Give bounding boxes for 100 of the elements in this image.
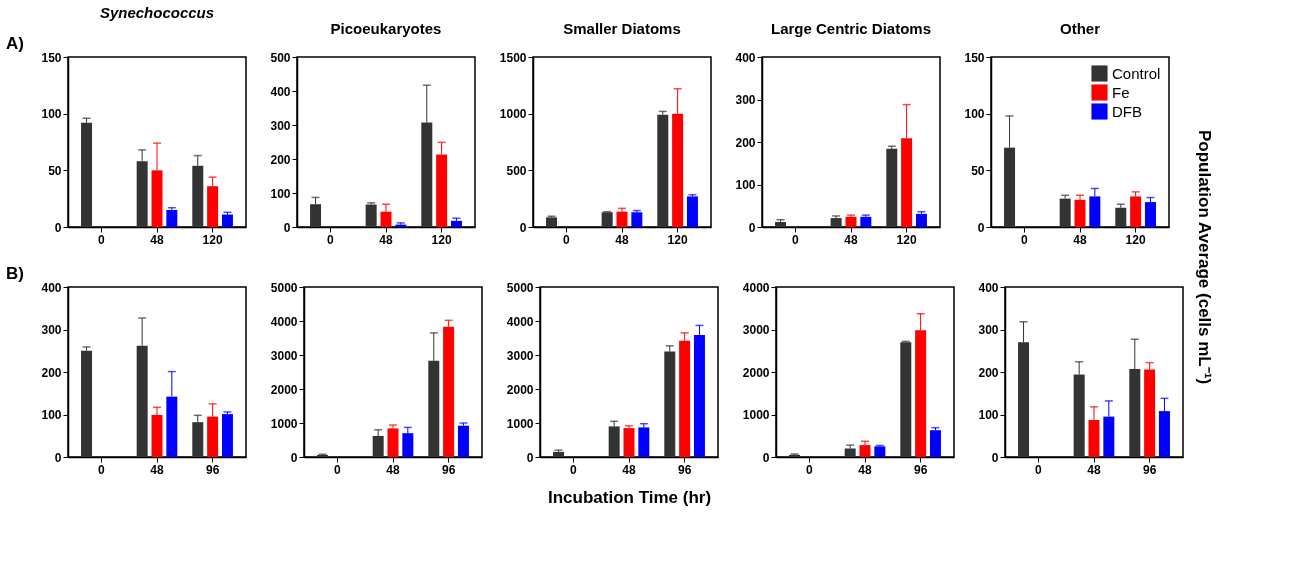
y-tick-label: 100 (41, 107, 62, 122)
x-tick-label: 48 (622, 462, 636, 477)
legend-label: Fe (1112, 83, 1130, 101)
y-tick-label: 0 (748, 220, 756, 235)
y-tick-label: 200 (270, 152, 291, 167)
bar (601, 212, 613, 227)
y-tick-label: 0 (977, 220, 985, 235)
bar (1130, 196, 1142, 227)
x-axis-title: Incubation Time (hr) (547, 487, 712, 507)
y-tick-label: 2000 (506, 382, 534, 397)
chart-title: Large Centric Diatoms (770, 20, 932, 37)
bar (1074, 199, 1086, 227)
y-tick-label: 100 (41, 408, 62, 422)
x-tick-label: 0 (98, 462, 106, 477)
x-tick-label: 48 (150, 462, 164, 477)
y-tick-label: 400 (41, 280, 62, 295)
x-tick-label: 0 (1021, 232, 1029, 247)
text: Population Average (cells mL⁻¹) (1195, 129, 1214, 385)
bar (553, 451, 565, 457)
legend-label: DFB (1112, 102, 1142, 120)
y-tick-label: 50 (971, 163, 985, 178)
y-tick-label: 3000 (506, 348, 534, 363)
x-tick-label: 0 (806, 462, 814, 477)
y-tick-label: 3000 (270, 348, 298, 363)
bar (365, 204, 377, 227)
y-tick-label: 0 (526, 450, 534, 465)
y-tick-label: 500 (270, 50, 291, 65)
bar (372, 435, 384, 457)
x-tick-label: 96 (441, 462, 456, 477)
y-tick-label: 200 (41, 365, 62, 380)
y-tick-label: 100 (964, 107, 985, 122)
y-tick-label: 400 (978, 280, 999, 295)
x-tick-label: 48 (1073, 232, 1087, 247)
text: B) (6, 264, 24, 283)
bar (775, 221, 787, 227)
y-tick-label: 50 (48, 163, 62, 178)
y-tick-label: 1000 (499, 107, 527, 122)
y-tick-label: 0 (519, 220, 527, 235)
y-tick-label: 1000 (506, 416, 534, 431)
y-tick-label: 200 (978, 365, 999, 380)
x-tick-label: 120 (1125, 232, 1146, 247)
y-tick-label: 5000 (270, 280, 298, 295)
bar (845, 216, 857, 227)
bar (900, 342, 912, 457)
x-tick-label: 48 (386, 462, 400, 477)
y-tick-label: 300 (41, 323, 62, 337)
x-tick-label: 96 (205, 462, 220, 477)
y-tick-label: 0 (54, 220, 62, 235)
y-tick-label: 2000 (270, 382, 298, 397)
bar (664, 351, 676, 457)
y-tick-label: 4000 (506, 314, 534, 329)
y-tick-label: 1000 (742, 408, 770, 422)
y-tick-label: 300 (735, 93, 756, 107)
bar (1144, 202, 1156, 227)
x-tick-label: 96 (1142, 462, 1157, 477)
x-tick-label: 96 (677, 462, 692, 477)
y-tick-label: 0 (290, 450, 298, 465)
x-tick-label: 0 (334, 462, 342, 477)
y-tick-label: 1000 (270, 416, 298, 431)
y-tick-label: 2000 (742, 365, 770, 380)
y-tick-label: 100 (270, 186, 291, 201)
x-tick-label: 0 (98, 232, 106, 247)
x-tick-label: 120 (667, 232, 688, 247)
x-tick-label: 48 (844, 232, 858, 247)
bar (859, 445, 871, 457)
y-tick-label: 0 (762, 450, 770, 465)
y-tick-label: 200 (735, 135, 756, 150)
y-tick-label: 400 (270, 84, 291, 99)
bar (608, 426, 620, 457)
x-tick-label: 0 (1035, 462, 1043, 477)
y-tick-label: 100 (735, 178, 756, 192)
chart-title: Other (1059, 20, 1101, 37)
x-tick-label: 120 (896, 232, 917, 247)
y-tick-label: 300 (978, 323, 999, 337)
x-tick-label: 120 (431, 232, 452, 247)
text: A) (6, 34, 24, 53)
x-tick-label: 48 (379, 232, 393, 247)
y-tick-label: 300 (270, 118, 291, 133)
bar (81, 122, 93, 227)
bar (874, 446, 886, 457)
y-tick-label: 150 (41, 50, 62, 65)
legend-label: Control (1112, 64, 1161, 82)
x-tick-label: 48 (615, 232, 629, 247)
y-tick-label: 100 (978, 408, 999, 422)
y-tick-label: 400 (735, 50, 756, 65)
x-tick-label: 48 (150, 232, 164, 247)
x-tick-label: 0 (327, 232, 335, 247)
y-tick-label: 0 (54, 450, 62, 465)
chart-title: Smaller Diatoms (563, 20, 681, 37)
y-tick-label: 3000 (742, 323, 770, 337)
y-tick-label: 150 (964, 50, 985, 65)
x-tick-label: 48 (1087, 462, 1101, 477)
y-tick-label: 1500 (499, 50, 527, 65)
x-tick-label: 96 (913, 462, 928, 477)
chart-title: Picoeukaryotes (330, 20, 442, 37)
y-tick-label: 4000 (742, 280, 770, 295)
bar (546, 217, 558, 227)
y-tick-label: 0 (991, 450, 999, 465)
x-tick-label: 0 (563, 232, 571, 247)
x-tick-label: 0 (792, 232, 800, 247)
